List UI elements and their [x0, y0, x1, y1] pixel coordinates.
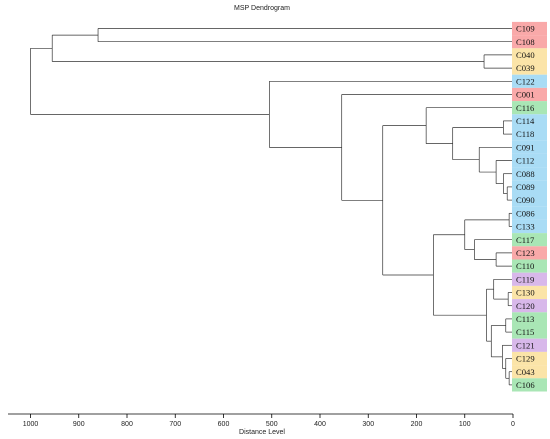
x-tick-label-400: 400 [314, 421, 326, 428]
leaf-label-c109: C109 [516, 24, 535, 34]
leaf-box-c090 [512, 193, 547, 207]
leaf-box-c133 [512, 219, 547, 234]
leaf-label-c040: C040 [516, 50, 535, 60]
leaf-box-c091 [512, 140, 547, 154]
x-tick-label-500: 500 [266, 421, 278, 428]
leaf-label-c091: C091 [516, 142, 535, 152]
leaf-labels: C109 C108 C040 C039 C122 C001 C116 C114 C118 C091… [516, 24, 535, 390]
leaf-label-c089: C089 [516, 182, 535, 192]
x-tick-label-300: 300 [362, 421, 374, 428]
leaf-box-c113 [512, 312, 547, 326]
leaf-box-c039 [512, 61, 547, 75]
leaf-box-c115 [512, 325, 547, 339]
leaf-box-c112 [512, 153, 547, 168]
leaf-box-c130 [512, 285, 547, 300]
x-tick-label-0: 0 [511, 421, 515, 428]
leaf-box-c001 [512, 87, 547, 102]
x-tick-label-200: 200 [411, 421, 423, 428]
leaf-label-c120: C120 [516, 301, 535, 311]
leaf-box-c106 [512, 378, 547, 392]
x-tick-label-1000: 1000 [23, 421, 39, 428]
leaf-box-c040 [512, 48, 547, 62]
leaf-label-c117: C117 [516, 235, 535, 245]
leaf-box-c109 [512, 21, 547, 36]
leaf-label-c133: C133 [516, 222, 535, 232]
leaf-label-c106: C106 [516, 380, 535, 390]
x-tick-label-600: 600 [218, 421, 230, 428]
leaf-box-c043 [512, 365, 547, 379]
leaf-label-c108: C108 [516, 37, 535, 47]
leaf-box-c122 [512, 74, 547, 88]
leaf-label-c121: C121 [516, 340, 535, 350]
leaf-box-c086 [512, 206, 547, 220]
leaf-label-c088: C088 [516, 169, 535, 179]
x-tick-label-700: 700 [169, 421, 181, 428]
leaf-box-c121 [512, 338, 547, 352]
leaf-box-c114 [512, 114, 547, 128]
leaf-box-c120 [512, 299, 547, 313]
x-tick-label-800: 800 [121, 421, 133, 428]
x-axis-ticks: 1000 900 800 700 600 500 400 300 200 100 0 [23, 414, 515, 428]
leaf-label-c110: C110 [516, 261, 534, 271]
x-axis-label: Distance Level [239, 429, 285, 436]
leaf-label-c115: C115 [516, 327, 534, 337]
leaf-label-c043: C043 [516, 367, 535, 377]
branch-lines [30, 28, 513, 386]
leaf-label-c001: C001 [516, 90, 535, 100]
leaf-label-c118: C118 [516, 129, 534, 139]
leaf-label-c086: C086 [516, 208, 535, 218]
leaf-label-c116: C116 [516, 103, 535, 113]
leaf-box-c123 [512, 246, 547, 260]
leaf-box-c119 [512, 272, 547, 286]
leaf-label-c123: C123 [516, 248, 535, 258]
leaf-box-c117 [512, 233, 547, 247]
x-tick-label-900: 900 [73, 421, 85, 428]
leaf-box-c088 [512, 167, 547, 181]
leaf-box-c108 [512, 35, 547, 49]
leaf-label-c090: C090 [516, 195, 535, 205]
x-tick-label-100: 100 [459, 421, 471, 428]
leaf-label-c130: C130 [516, 288, 535, 298]
leaf-box-c129 [512, 351, 547, 366]
leaf-label-c122: C122 [516, 76, 535, 86]
leaf-color-boxes [512, 21, 547, 392]
leaf-box-c118 [512, 127, 547, 141]
leaf-label-c112: C112 [516, 156, 534, 166]
leaf-label-c039: C039 [516, 63, 535, 73]
leaf-box-c110 [512, 259, 547, 273]
leaf-label-c119: C119 [516, 274, 534, 284]
leaf-label-c129: C129 [516, 354, 535, 364]
chart-title: MSP Dendrogram [234, 5, 290, 12]
leaf-box-c089 [512, 180, 547, 194]
leaf-label-c113: C113 [516, 314, 534, 324]
leaf-label-c114: C114 [516, 116, 535, 126]
leaf-box-c116 [512, 101, 547, 115]
